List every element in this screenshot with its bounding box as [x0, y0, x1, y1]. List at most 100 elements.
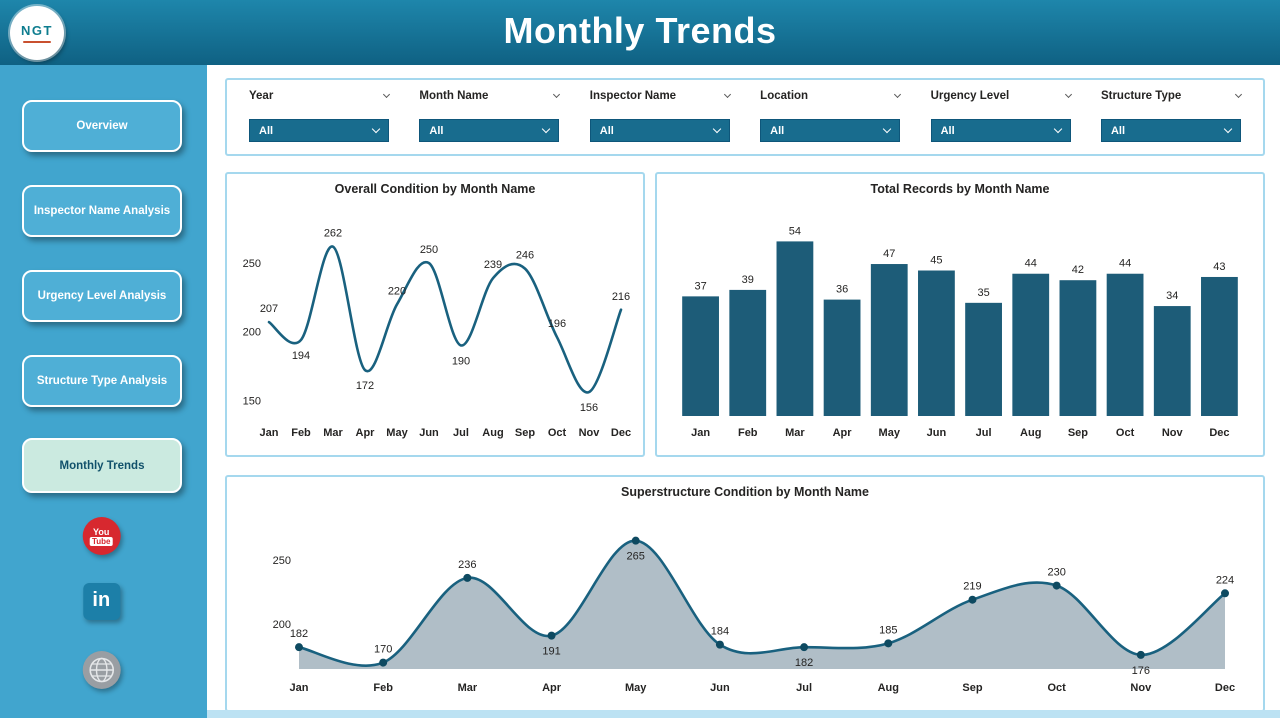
- svg-text:54: 54: [789, 225, 801, 237]
- ngt-logo: NGT: [10, 6, 64, 60]
- linkedin-icon[interactable]: in: [82, 583, 120, 620]
- page-title: Monthly Trends: [503, 10, 777, 51]
- svg-text:Mar: Mar: [323, 427, 343, 439]
- filter-label: Structure Type: [1100, 90, 1182, 102]
- inspector-name-filter: Inspector Name All: [589, 90, 731, 142]
- svg-text:May: May: [386, 427, 408, 439]
- superstructure-condition-area-chart[interactable]: 200 250 182 170 236 191 265 184 182 185 219 230 176 2…: [227, 499, 1263, 699]
- urgency-level-filter-dropdown[interactable]: All: [930, 119, 1071, 142]
- svg-text:Aug: Aug: [878, 682, 899, 694]
- filter-value: All: [259, 124, 274, 137]
- chevron-down-icon[interactable]: [1064, 90, 1072, 99]
- svg-text:Oct: Oct: [1116, 427, 1135, 439]
- svg-text:Jan: Jan: [691, 427, 710, 439]
- svg-text:Jun: Jun: [927, 427, 947, 439]
- sidebar-item-inspector-name-analysis[interactable]: Inspector Name Analysis: [22, 185, 182, 237]
- svg-text:219: 219: [963, 581, 981, 593]
- svg-text:230: 230: [1047, 567, 1065, 579]
- svg-text:42: 42: [1072, 264, 1084, 276]
- svg-text:Nov: Nov: [1162, 427, 1184, 439]
- overall-condition-chart-panel: Overall Condition by Month Name 150 200 25…: [225, 172, 645, 457]
- sidebar-item-label: Monthly Trends: [59, 459, 145, 472]
- sidebar-item-overview[interactable]: Overview: [22, 100, 182, 152]
- svg-text:36: 36: [836, 284, 848, 296]
- svg-text:Apr: Apr: [356, 427, 376, 439]
- urgency-level-filter: Urgency Level All: [930, 90, 1072, 142]
- chevron-down-icon[interactable]: [1234, 90, 1242, 99]
- svg-text:196: 196: [548, 318, 566, 330]
- globe-graphic: [88, 657, 114, 683]
- filter-value: All: [429, 124, 444, 137]
- svg-text:182: 182: [290, 628, 308, 640]
- svg-text:262: 262: [324, 228, 342, 240]
- svg-text:200: 200: [243, 327, 261, 339]
- chevron-down-icon: [1223, 124, 1233, 134]
- svg-text:39: 39: [742, 274, 754, 286]
- svg-text:Apr: Apr: [833, 427, 853, 439]
- sidebar-item-label: Inspector Name Analysis: [33, 205, 171, 217]
- chevron-down-icon: [712, 124, 722, 134]
- svg-text:Sep: Sep: [962, 682, 982, 694]
- chevron-down-icon: [542, 124, 551, 134]
- svg-text:236: 236: [458, 559, 476, 571]
- chevron-down-icon[interactable]: [894, 90, 902, 99]
- filter-label: Location: [760, 90, 809, 102]
- header: NGT Monthly Trends: [0, 0, 1280, 65]
- chevron-down-icon[interactable]: [553, 90, 561, 99]
- filter-value: All: [1110, 124, 1126, 137]
- year-filter: Year All: [249, 90, 391, 142]
- chevron-down-icon: [371, 124, 381, 134]
- svg-text:220: 220: [388, 285, 406, 297]
- svg-text:194: 194: [292, 350, 310, 362]
- svg-text:172: 172: [356, 380, 374, 392]
- bottom-strip: [207, 710, 1280, 718]
- svg-text:Aug: Aug: [1020, 427, 1041, 439]
- month-name-filter-dropdown[interactable]: All: [419, 119, 560, 142]
- location-filter-dropdown[interactable]: All: [760, 119, 901, 142]
- svg-text:Nov: Nov: [579, 427, 601, 439]
- svg-text:250: 250: [420, 244, 438, 256]
- svg-text:Mar: Mar: [785, 427, 805, 439]
- svg-text:207: 207: [260, 303, 278, 315]
- filter-label: Year: [249, 90, 274, 102]
- structure-type-filter: Structure Type All: [1100, 90, 1242, 142]
- svg-text:Sep: Sep: [515, 427, 535, 439]
- filter-value: All: [599, 124, 614, 137]
- svg-text:Feb: Feb: [738, 427, 758, 439]
- chevron-down-icon[interactable]: [382, 90, 391, 99]
- structure-type-filter-dropdown[interactable]: All: [1100, 119, 1241, 142]
- sidebar-item-monthly-trends[interactable]: Monthly Trends: [22, 438, 182, 493]
- overall-condition-line-chart[interactable]: 150 200 250 207 194 262 172 220 250 190 239 246 196 1…: [227, 196, 643, 444]
- sidebar-item-label: Urgency Level Analysis: [37, 290, 167, 302]
- svg-text:Jul: Jul: [796, 682, 812, 694]
- sidebar: Overview Inspector Name Analysis Urgency…: [0, 65, 207, 718]
- svg-text:Sep: Sep: [1068, 427, 1088, 439]
- svg-text:150: 150: [243, 395, 261, 407]
- sidebar-item-structure-type-analysis[interactable]: Structure Type Analysis: [22, 355, 182, 407]
- svg-text:Dec: Dec: [1215, 682, 1235, 694]
- total-records-bar-chart[interactable]: 37 Jan 39 Feb 54 Mar 36 Apr 47 May 45 Jun 35 Jul 44 Aug…: [657, 196, 1263, 444]
- filter-label: Urgency Level: [930, 90, 1010, 102]
- globe-icon[interactable]: [82, 651, 121, 689]
- svg-text:224: 224: [1216, 574, 1234, 586]
- svg-text:184: 184: [711, 626, 729, 638]
- youtube-icon[interactable]: You Tube: [82, 517, 121, 555]
- svg-text:176: 176: [1132, 665, 1150, 677]
- svg-text:Feb: Feb: [373, 682, 393, 694]
- chevron-down-icon: [1053, 124, 1062, 134]
- svg-text:239: 239: [484, 259, 502, 271]
- svg-text:216: 216: [612, 291, 630, 303]
- chart-title: Overall Condition by Month Name: [334, 182, 536, 196]
- svg-text:Aug: Aug: [482, 427, 503, 439]
- svg-text:44: 44: [1025, 258, 1037, 270]
- svg-text:Jan: Jan: [260, 427, 279, 439]
- sidebar-item-urgency-level-analysis[interactable]: Urgency Level Analysis: [22, 270, 182, 322]
- chevron-down-icon[interactable]: [723, 90, 731, 99]
- svg-text:Jun: Jun: [710, 682, 730, 694]
- svg-text:35: 35: [977, 287, 989, 299]
- inspector-name-filter-dropdown[interactable]: All: [589, 119, 730, 142]
- filter-value: All: [770, 124, 785, 137]
- year-filter-dropdown[interactable]: All: [249, 119, 389, 142]
- month-name-filter: Month Name All: [419, 90, 561, 142]
- svg-text:May: May: [625, 682, 647, 694]
